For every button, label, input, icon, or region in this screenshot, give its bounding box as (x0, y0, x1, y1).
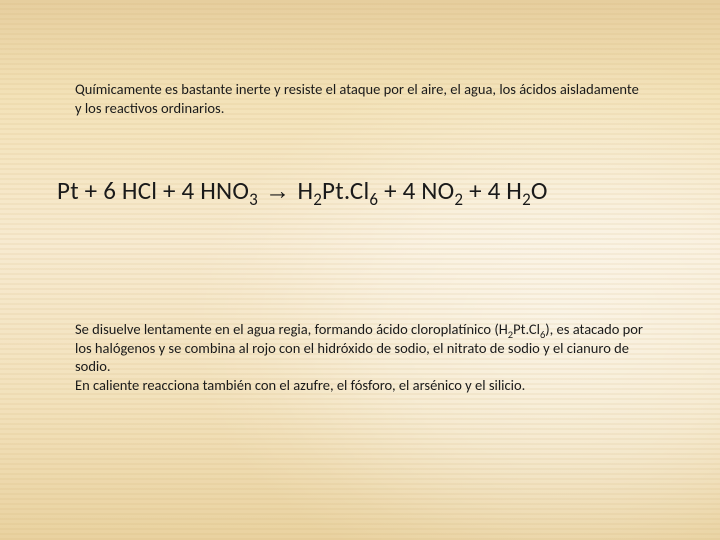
equation-lhs-1: Pt + 6 HCl + 4 HNO (57, 175, 249, 206)
equation-rhs-sub-4: 2 (522, 189, 531, 210)
equation-rhs-3: + 4 NO (378, 175, 454, 206)
body-text-block: Se disuelve lentamente en el agua regia,… (75, 320, 660, 394)
equation-arrow: → (258, 177, 298, 205)
equation-rhs-sub-2: 6 (369, 189, 378, 210)
body-paragraph-2: En caliente reacciona también con el azu… (75, 376, 660, 395)
body-p1-b: Pt.Cl (513, 320, 540, 338)
body-paragraph-1: Se disuelve lentamente en el agua regia,… (75, 320, 660, 376)
equation-lhs-sub-1: 3 (249, 189, 258, 210)
equation-rhs-sub-1: 2 (313, 189, 322, 210)
equation-rhs-5: O (531, 175, 548, 206)
body-p1-a: Se disuelve lentamente en el agua regia,… (75, 320, 508, 338)
equation-rhs-2: Pt.Cl (322, 175, 369, 206)
chemical-equation: Pt + 6 HCl + 4 HNO3 → H2Pt.Cl6 + 4 NO2 +… (57, 175, 660, 206)
equation-rhs-1: H (297, 175, 313, 206)
intro-paragraph: Químicamente es bastante inerte y resist… (75, 80, 645, 117)
equation-rhs-4: + 4 H (463, 175, 522, 206)
equation-rhs-sub-3: 2 (454, 189, 463, 210)
